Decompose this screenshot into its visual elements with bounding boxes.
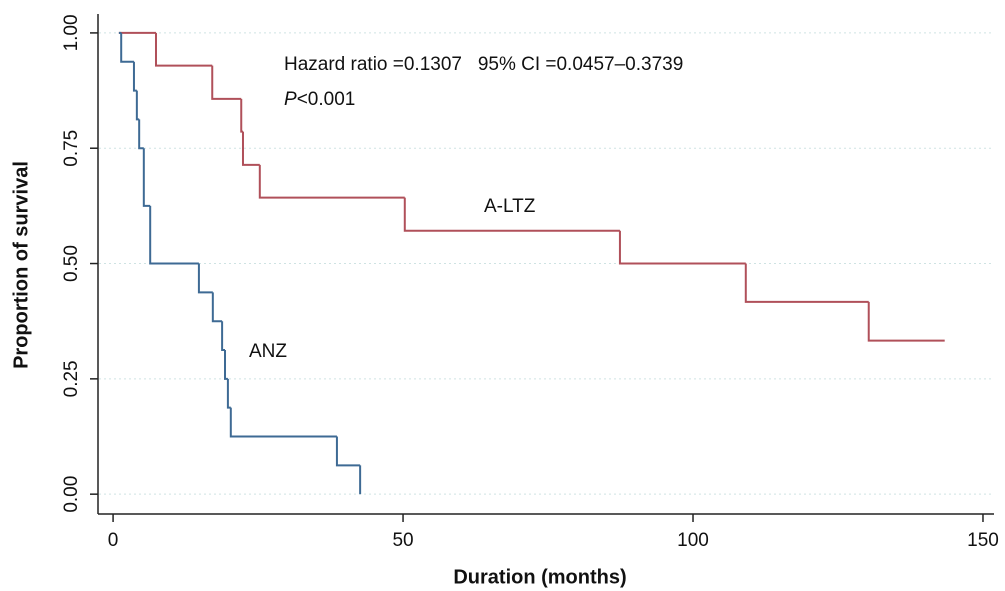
survival-step — [149, 205, 199, 265]
survival-step — [241, 131, 260, 166]
p-value: P<0.001 — [284, 89, 355, 110]
survival-step — [154, 32, 213, 67]
survival-step — [867, 301, 945, 342]
survival-step — [229, 407, 337, 438]
survival-step — [138, 119, 144, 150]
survival-step — [132, 61, 137, 92]
p-value-text: <0.001 — [297, 89, 356, 110]
y-tick-label: 0.50 — [61, 245, 82, 282]
x-tick-label: 50 — [392, 530, 413, 551]
x-axis-title: Duration (months) — [453, 566, 626, 588]
y-tick-label: 1.00 — [61, 14, 82, 51]
x-tick-label: 150 — [967, 530, 999, 551]
annotation: Hazard ratio =0.1307 95% CI =0.0457–0.37… — [284, 54, 683, 75]
survival-step — [403, 197, 620, 232]
x-tick-label: 100 — [677, 530, 709, 551]
series-label: ANZ — [249, 341, 287, 362]
survival-step — [135, 90, 140, 121]
survival-step — [211, 65, 242, 100]
survival-step — [142, 148, 151, 207]
p-value-symbol: P — [284, 89, 297, 110]
survival-step — [224, 350, 228, 380]
survival-step — [335, 436, 361, 467]
series-label: A-LTZ — [484, 196, 536, 217]
survival-step — [240, 98, 243, 133]
y-tick-label: 0.75 — [61, 130, 82, 167]
survival-step — [226, 378, 231, 409]
survival-step — [618, 230, 746, 265]
survival-step — [744, 263, 869, 303]
x-tick-label: 0 — [108, 530, 119, 551]
y-tick-label: 0.00 — [61, 476, 82, 513]
survival-step — [211, 292, 223, 323]
survival-step — [120, 32, 134, 63]
survival-step — [258, 164, 405, 199]
survival-step — [197, 263, 213, 294]
y-tick-label: 0.25 — [61, 360, 82, 397]
y-axis-title: Proportion of survival — [10, 161, 32, 369]
survival-step — [221, 321, 226, 352]
